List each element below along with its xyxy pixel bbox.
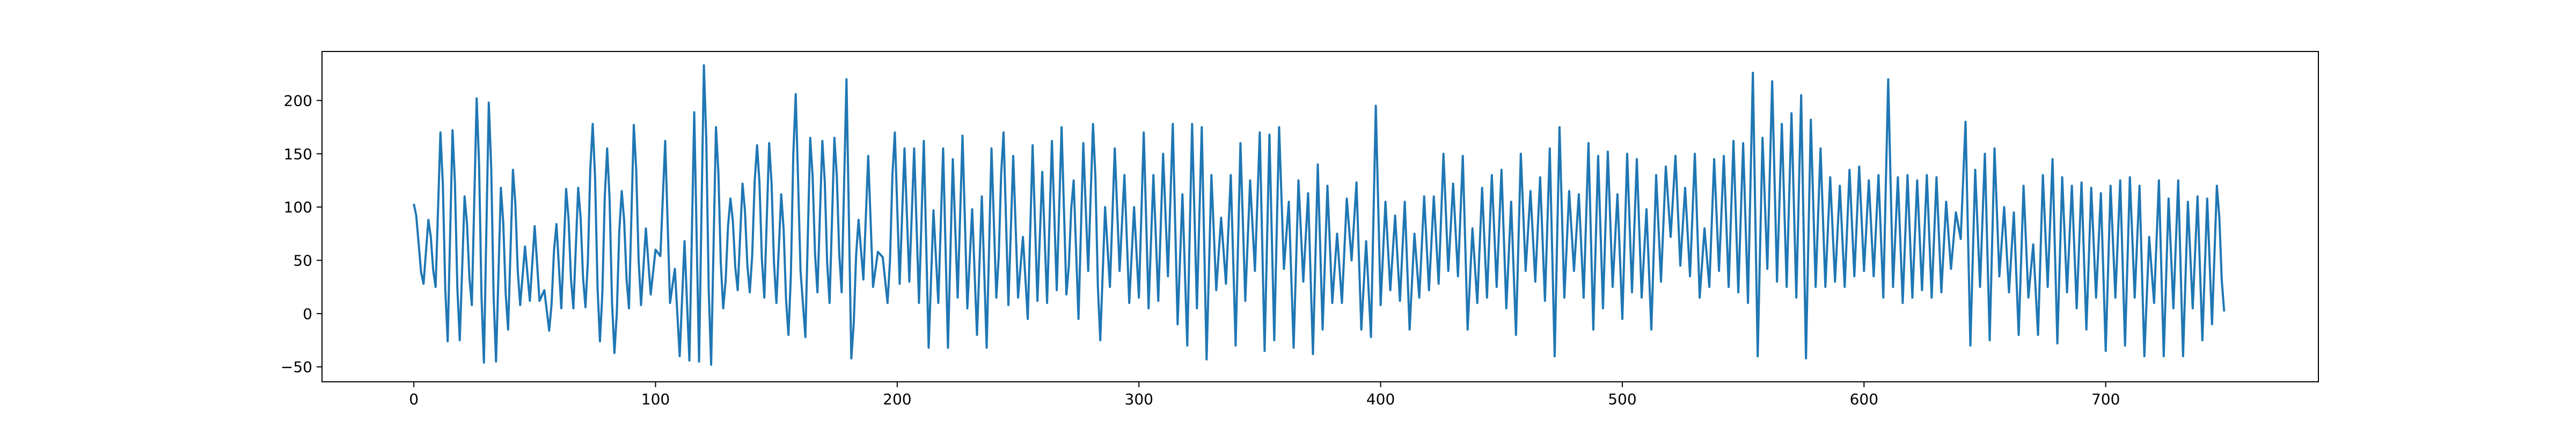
- y-tick-label: 0: [303, 305, 312, 323]
- y-axis: −50 0 50 100 150 200: [281, 92, 322, 376]
- y-tick-label: 50: [293, 252, 312, 269]
- x-tick-label: 200: [883, 390, 911, 408]
- x-axis: 0 100 200 300 400 500 600 700: [409, 382, 2120, 408]
- x-tick-label: 500: [1608, 390, 1636, 408]
- x-tick-label: 0: [409, 390, 419, 408]
- x-tick-label: 400: [1366, 390, 1395, 408]
- y-tick-label: 150: [284, 145, 312, 163]
- x-tick-label: 300: [1125, 390, 1153, 408]
- y-tick-label: 200: [284, 92, 312, 109]
- x-tick-label: 100: [641, 390, 670, 408]
- y-tick-label: 100: [284, 198, 312, 216]
- plot-frame: [321, 51, 2319, 382]
- y-tick-label: −50: [281, 358, 312, 376]
- x-tick-label: 600: [1850, 390, 1878, 408]
- series-line: [413, 64, 2226, 366]
- x-tick-label: 700: [2091, 390, 2120, 408]
